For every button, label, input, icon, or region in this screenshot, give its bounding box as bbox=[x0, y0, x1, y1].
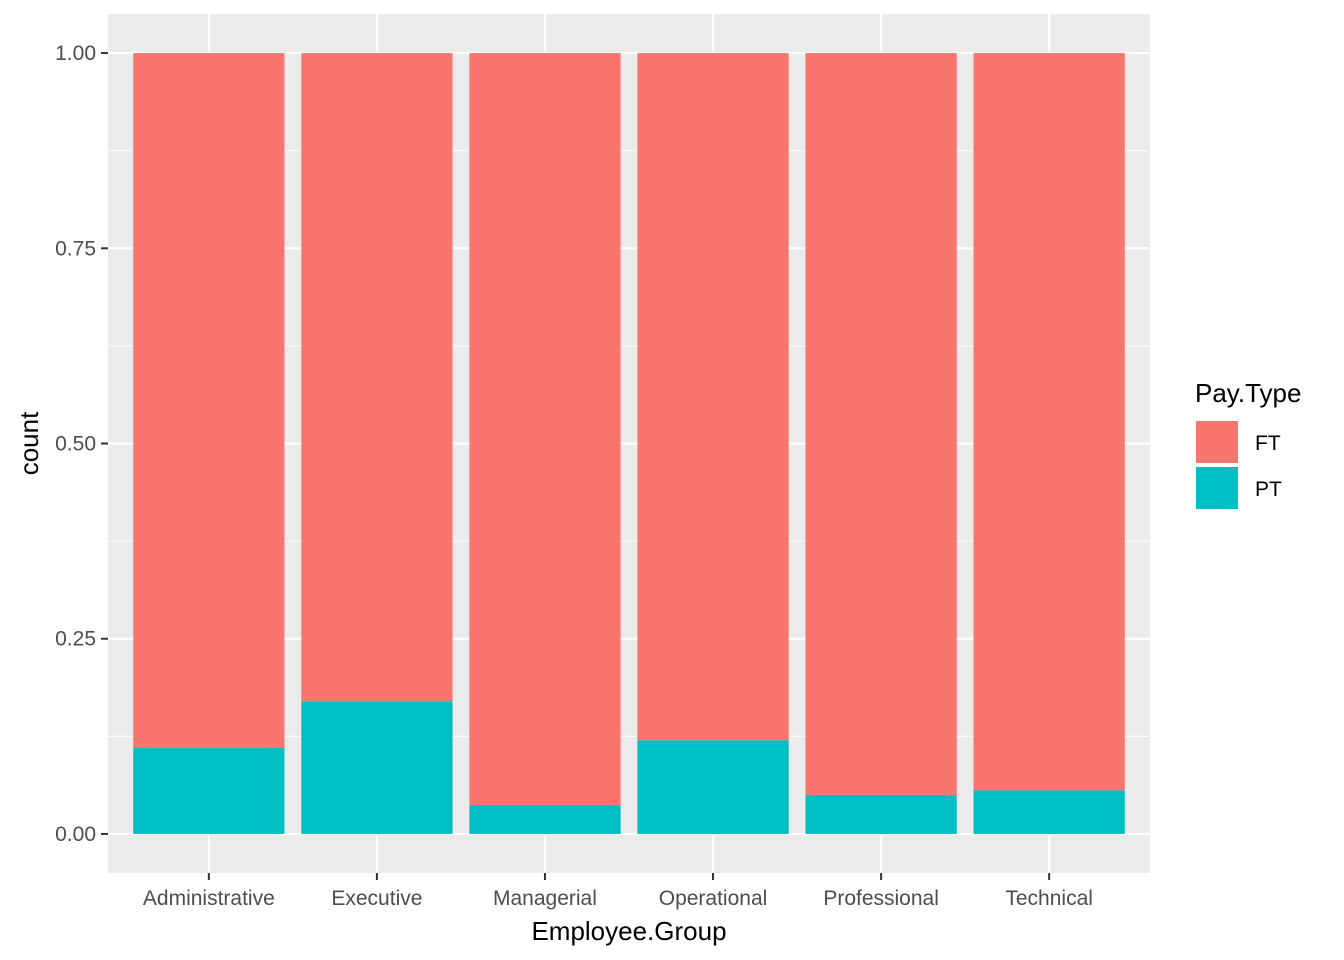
bar-ft-technical bbox=[973, 53, 1125, 791]
y-tick-label: 1.00 bbox=[55, 42, 96, 65]
bar-ft-administrative bbox=[133, 53, 285, 749]
x-tick-label: Managerial bbox=[493, 887, 597, 910]
bar-ft-professional bbox=[805, 53, 957, 795]
y-tick-label: 0.00 bbox=[55, 823, 96, 846]
y-tick-label: 0.25 bbox=[55, 628, 96, 651]
x-tick-label: Administrative bbox=[143, 887, 275, 910]
legend: Pay.Type FT PT bbox=[1195, 378, 1301, 509]
legend-key-pt bbox=[1196, 467, 1238, 509]
bar-ft-operational bbox=[637, 53, 789, 741]
x-tick-label: Operational bbox=[659, 887, 768, 910]
x-axis-title: Employee.Group bbox=[531, 916, 726, 946]
legend-label-ft: FT bbox=[1255, 432, 1281, 455]
bar-ft-executive bbox=[301, 53, 453, 702]
x-tick-label: Technical bbox=[1005, 887, 1093, 910]
bar-pt-executive bbox=[301, 701, 453, 834]
bar-pt-administrative bbox=[133, 748, 285, 834]
y-tick-label: 0.50 bbox=[55, 433, 96, 456]
bar-pt-operational bbox=[637, 740, 789, 834]
y-tick-label: 0.75 bbox=[55, 237, 96, 260]
bar-pt-managerial bbox=[469, 805, 621, 834]
y-axis-title: count bbox=[14, 411, 44, 475]
x-tick-label: Executive bbox=[331, 887, 422, 910]
bars bbox=[133, 53, 1125, 834]
legend-key-ft bbox=[1196, 421, 1238, 463]
legend-items: FT PT bbox=[1196, 421, 1282, 509]
x-tick-label: Professional bbox=[823, 887, 939, 910]
bar-pt-professional bbox=[805, 794, 957, 834]
legend-label-pt: PT bbox=[1255, 478, 1282, 501]
bar-ft-managerial bbox=[469, 53, 621, 806]
legend-title: Pay.Type bbox=[1195, 378, 1301, 408]
axes: 0.00 0.25 0.50 0.75 1.00 Administrative Execut… bbox=[55, 42, 1093, 910]
bar-pt-technical bbox=[973, 790, 1125, 834]
